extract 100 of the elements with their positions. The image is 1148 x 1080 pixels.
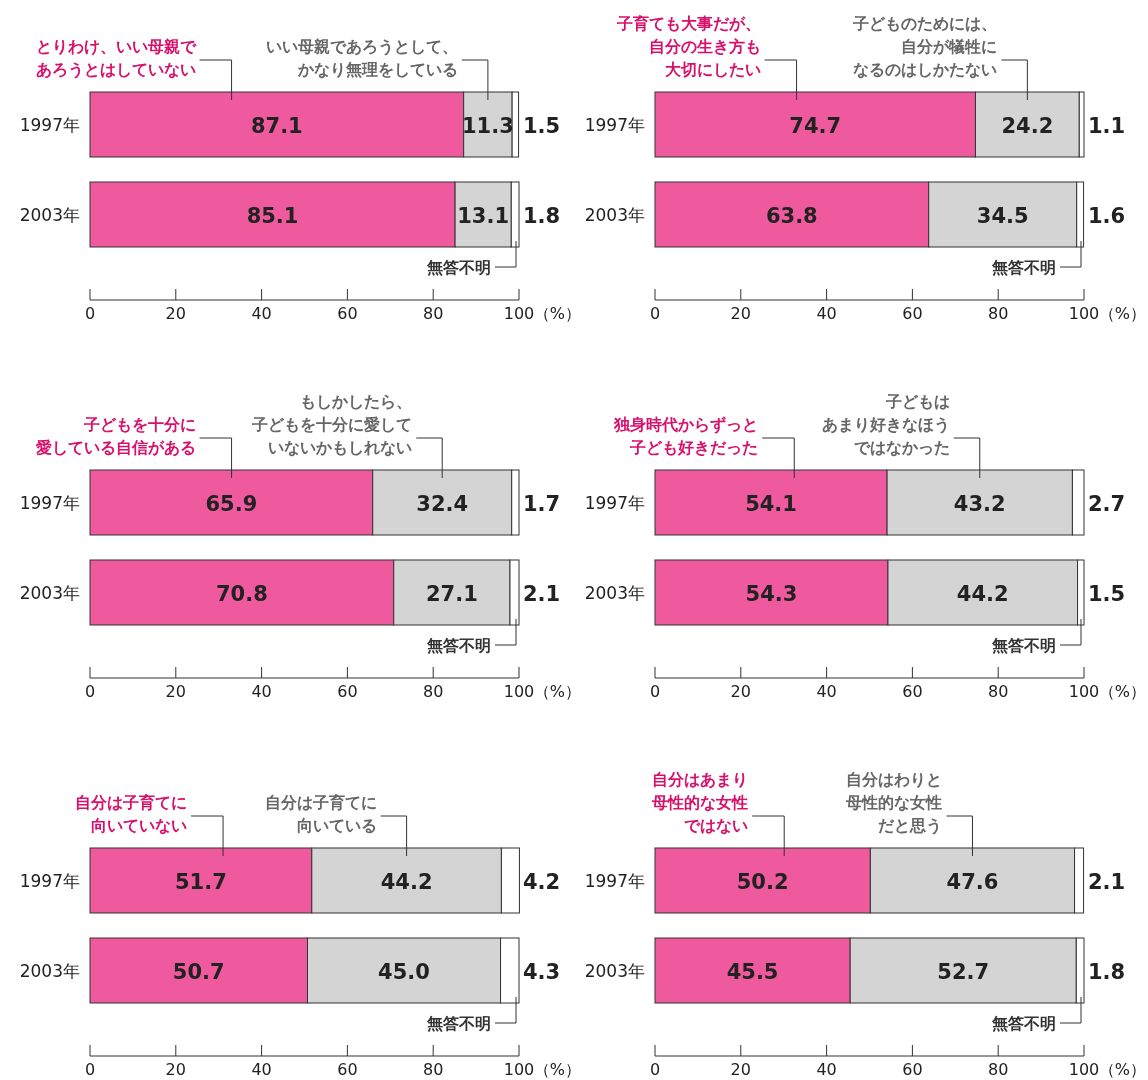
x-axis-title: （%） xyxy=(1098,682,1146,701)
series-label: 無答不明 xyxy=(991,1014,1056,1033)
x-tick-label: 20 xyxy=(730,682,751,701)
x-tick-label: 100 xyxy=(1068,304,1100,323)
x-tick-label: 100 xyxy=(503,1060,535,1079)
series-label: 自分は子育てに向いていない xyxy=(75,793,188,835)
data-label: 24.2 xyxy=(1001,113,1054,138)
x-tick-label: 100 xyxy=(503,682,535,701)
data-label: 45.5 xyxy=(726,959,779,984)
data-label: 34.5 xyxy=(976,203,1029,228)
x-tick-label: 0 xyxy=(649,1060,661,1079)
series-label: とりわけ、いい母親であろうとはしていない xyxy=(35,37,197,79)
y-tick-label: 2003年 xyxy=(19,204,80,225)
x-tick-label: 60 xyxy=(902,682,923,701)
x-tick-label: 80 xyxy=(988,1060,1009,1079)
x-tick-label: 20 xyxy=(165,1060,186,1079)
series-label: 無答不明 xyxy=(991,258,1056,277)
data-label: 1.7 xyxy=(523,491,561,516)
x-axis-title: （%） xyxy=(533,1060,581,1079)
x-tick-label: 20 xyxy=(730,304,751,323)
x-tick-label: 20 xyxy=(165,304,186,323)
series-label: 自分はわりと母性的な女性だと思う xyxy=(845,770,943,835)
x-tick-label: 60 xyxy=(337,304,358,323)
x-tick-label: 60 xyxy=(902,304,923,323)
data-label: 54.3 xyxy=(745,581,798,606)
series-label: 独身時代からずっと子ども好きだった xyxy=(613,415,759,457)
x-tick-label: 100 xyxy=(1068,1060,1100,1079)
x-tick-label: 80 xyxy=(423,1060,444,1079)
data-label: 27.1 xyxy=(425,581,478,606)
data-label: 70.8 xyxy=(215,581,268,606)
y-tick-label: 2003年 xyxy=(584,204,645,225)
x-tick-label: 80 xyxy=(988,304,1009,323)
data-label: 4.2 xyxy=(523,869,561,894)
series-label: もしかしたら、子どもを十分に愛していないかもしれない xyxy=(251,392,413,457)
x-tick-label: 80 xyxy=(423,304,444,323)
x-tick-label: 100 xyxy=(1068,682,1100,701)
data-label: 1.8 xyxy=(523,203,561,228)
series-label: 子どもを十分に愛している自信がある xyxy=(35,415,196,457)
x-tick-label: 40 xyxy=(816,1060,837,1079)
x-tick-label: 80 xyxy=(423,682,444,701)
data-label: 4.3 xyxy=(523,959,561,984)
y-tick-label: 1997年 xyxy=(19,492,80,513)
x-axis-title: （%） xyxy=(533,682,581,701)
data-label: 74.7 xyxy=(789,113,842,138)
data-label: 65.9 xyxy=(205,491,258,516)
data-label: 44.2 xyxy=(380,869,433,894)
data-label: 13.1 xyxy=(457,203,510,228)
x-tick-label: 40 xyxy=(251,1060,272,1079)
data-label: 51.7 xyxy=(174,869,227,894)
x-tick-label: 40 xyxy=(251,682,272,701)
y-tick-label: 2003年 xyxy=(19,582,80,603)
data-label: 2.1 xyxy=(523,581,561,606)
series-label: 子どもはあまり好きなほうではなかった xyxy=(821,392,950,457)
y-tick-label: 1997年 xyxy=(584,870,645,891)
data-label: 1.1 xyxy=(1088,113,1126,138)
x-tick-label: 40 xyxy=(816,304,837,323)
x-tick-label: 0 xyxy=(84,1060,96,1079)
y-tick-label: 2003年 xyxy=(584,960,645,981)
data-label: 52.7 xyxy=(937,959,990,984)
x-axis-title: （%） xyxy=(1098,304,1146,323)
x-tick-label: 0 xyxy=(649,682,661,701)
data-label: 2.1 xyxy=(1088,869,1126,894)
data-label: 63.8 xyxy=(765,203,818,228)
series-label: 自分は子育てに向いている xyxy=(264,793,377,835)
x-tick-label: 0 xyxy=(84,682,96,701)
data-label: 43.2 xyxy=(953,491,1006,516)
y-tick-label: 2003年 xyxy=(584,582,645,603)
x-tick-label: 100 xyxy=(503,304,535,323)
data-label: 87.1 xyxy=(250,113,303,138)
y-tick-label: 2003年 xyxy=(19,960,80,981)
data-label: 2.7 xyxy=(1088,491,1126,516)
data-label: 54.1 xyxy=(745,491,797,516)
y-tick-label: 1997年 xyxy=(19,114,80,135)
series-label: 子育ても大事だが、自分の生き方も大切にしたい xyxy=(615,14,761,79)
data-label: 1.5 xyxy=(1088,581,1126,606)
series-label: 無答不明 xyxy=(426,1014,491,1033)
y-tick-label: 1997年 xyxy=(584,114,645,135)
data-label: 50.2 xyxy=(736,869,789,894)
x-tick-label: 40 xyxy=(251,304,272,323)
x-tick-label: 20 xyxy=(165,682,186,701)
data-label: 1.5 xyxy=(523,113,561,138)
series-label: 無答不明 xyxy=(426,258,491,277)
data-label: 50.7 xyxy=(172,959,225,984)
x-axis-title: （%） xyxy=(533,304,581,323)
x-tick-label: 60 xyxy=(902,1060,923,1079)
series-label: 自分はあまり母性的な女性ではない xyxy=(651,770,749,835)
x-tick-label: 60 xyxy=(337,1060,358,1079)
data-label: 32.4 xyxy=(416,491,469,516)
series-label: 無答不明 xyxy=(426,636,491,655)
series-label: いい母親であろうとして、かなり無理をしている xyxy=(265,37,458,79)
data-label: 44.2 xyxy=(956,581,1009,606)
series-label: 子どものためには、自分が犠牲になるのはしかたない xyxy=(852,14,998,79)
x-tick-label: 20 xyxy=(730,1060,751,1079)
data-label: 1.6 xyxy=(1088,203,1126,228)
x-tick-label: 60 xyxy=(337,682,358,701)
data-label: 85.1 xyxy=(246,203,299,228)
x-tick-label: 40 xyxy=(816,682,837,701)
y-tick-label: 1997年 xyxy=(584,492,645,513)
x-axis-title: （%） xyxy=(1098,1060,1146,1079)
x-tick-label: 80 xyxy=(988,682,1009,701)
